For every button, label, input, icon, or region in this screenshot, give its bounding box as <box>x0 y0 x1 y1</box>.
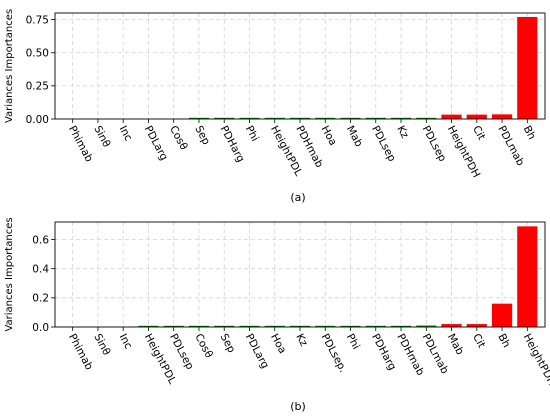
y-tick-label: 0.0 <box>32 322 49 334</box>
bar-PDLsep <box>365 117 386 119</box>
x-tick-label: Hoa <box>319 124 339 148</box>
bar-Mab <box>340 117 361 119</box>
y-tick-label: 0.75 <box>26 14 49 26</box>
x-tick-label: Cit <box>470 332 487 350</box>
x-tick-label: PDLsep <box>369 124 398 164</box>
panel-caption: (b) <box>290 400 306 413</box>
bar-PDLsep. <box>315 325 336 327</box>
x-tick-label: Inc <box>117 332 135 352</box>
x-tick-label: Phi <box>344 332 362 352</box>
y-tick-label: 0.2 <box>32 293 49 305</box>
bar-Bh <box>517 16 538 120</box>
x-tick-label: Bh <box>521 124 538 142</box>
x-tick-label: Cosθ <box>192 332 215 360</box>
y-axis-label: Variances Importances <box>4 9 15 123</box>
x-tick-label: Sep <box>192 124 212 147</box>
x-tick-label: Kz <box>293 332 310 349</box>
bar-Cit <box>466 324 487 327</box>
x-tick-label: HeightPDH <box>521 332 550 388</box>
x-tick-label: Kz <box>394 124 411 141</box>
bar-HeightPDL <box>138 325 159 327</box>
bar-Mab <box>441 324 462 327</box>
y-tick-label: 0.6 <box>32 234 49 246</box>
bar-PDHarg <box>214 117 235 119</box>
x-tick-label: Bh <box>495 332 512 350</box>
x-tick-label: Inc <box>117 124 135 144</box>
x-tick-label: PDLsep <box>420 124 449 164</box>
bar-Hoa <box>264 325 285 327</box>
bar-HeightPDH <box>517 226 538 327</box>
x-tick-label: Phi <box>243 124 261 144</box>
x-tick-label: Phimab <box>66 332 95 373</box>
bar-PDHmab <box>390 325 412 327</box>
bar-Cit <box>466 114 487 119</box>
bar-Cosθ <box>188 325 210 327</box>
y-tick-label: 0.4 <box>32 263 49 275</box>
bar-PDLmab <box>416 325 437 327</box>
bar-PDHmab <box>289 117 311 119</box>
bar-Kz <box>390 117 412 119</box>
x-tick-label: Sep <box>218 332 238 355</box>
x-tick-label: Sinθ <box>91 124 112 150</box>
x-tick-label: Cit <box>470 124 487 142</box>
x-tick-label: Hoa <box>268 332 288 356</box>
bar-Sep <box>188 117 210 119</box>
x-tick-label: Phimab <box>66 124 95 165</box>
bar-Bh <box>491 303 513 327</box>
bar-PDLsep <box>416 117 437 119</box>
x-tick-label: Mab <box>344 124 365 149</box>
bar-PDLsep <box>163 325 184 327</box>
bar-Phi <box>239 117 260 119</box>
panel-caption: (a) <box>290 191 305 204</box>
bar-PDHarg <box>365 325 386 327</box>
y-tick-label: 0.25 <box>26 81 49 93</box>
bar-PDLarg <box>239 325 260 327</box>
bar-Hoa <box>315 117 336 119</box>
bar-Phi <box>340 325 361 327</box>
bar-HeightPDH <box>441 114 462 119</box>
x-tick-label: PDLarg <box>243 332 271 371</box>
bar-HeightPDL <box>264 117 285 119</box>
y-tick-label: 0.50 <box>26 48 49 60</box>
bar-PDLmab <box>491 114 513 119</box>
y-axis-label: Variances Importances <box>4 217 15 331</box>
x-tick-label: Mab <box>445 332 466 357</box>
x-tick-label: PDHarg <box>369 332 398 373</box>
x-tick-label: PDHarg <box>218 124 247 165</box>
x-tick-label: Sinθ <box>91 332 112 358</box>
y-tick-label: 0.00 <box>26 114 49 126</box>
bar-Kz <box>289 325 311 327</box>
x-tick-label: Cosθ <box>167 124 190 152</box>
bar-Sep <box>214 325 235 327</box>
x-tick-label: PDLarg <box>142 124 170 163</box>
